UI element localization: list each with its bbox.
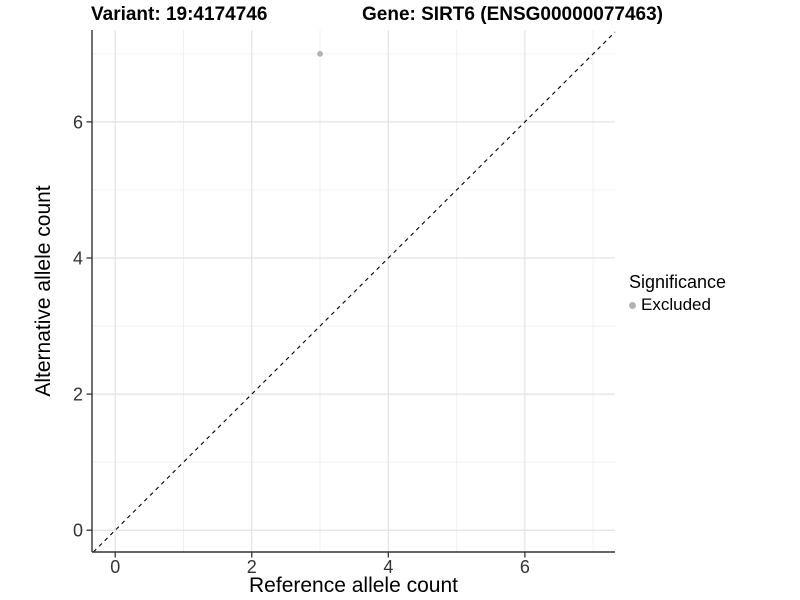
legend-item-excluded: Excluded: [629, 295, 726, 315]
y-tick-label: 4: [73, 248, 83, 268]
data-point: [317, 50, 323, 57]
x-axis-title: Reference allele count: [249, 574, 458, 597]
legend: Significance Excluded: [629, 271, 726, 315]
identity-line: [92, 31, 616, 553]
excluded-point-icon: [629, 301, 636, 309]
x-tick-label: 4: [383, 557, 393, 577]
gene-title: Gene: SIRT6 (ENSG00000077463): [362, 4, 663, 25]
y-tick-label: 2: [73, 385, 83, 405]
x-tick-label: 0: [110, 557, 120, 577]
variant-title: Variant: 19:4174746: [91, 4, 268, 25]
legend-title: Significance: [629, 272, 727, 292]
legend-item-label: Excluded: [641, 295, 711, 314]
y-tick-label: 6: [73, 112, 83, 132]
y-tick-label: 0: [73, 521, 83, 541]
x-tick-label: 6: [520, 557, 530, 577]
x-tick-label: 2: [247, 557, 257, 577]
y-axis-title: Alternative allele count: [32, 185, 55, 397]
